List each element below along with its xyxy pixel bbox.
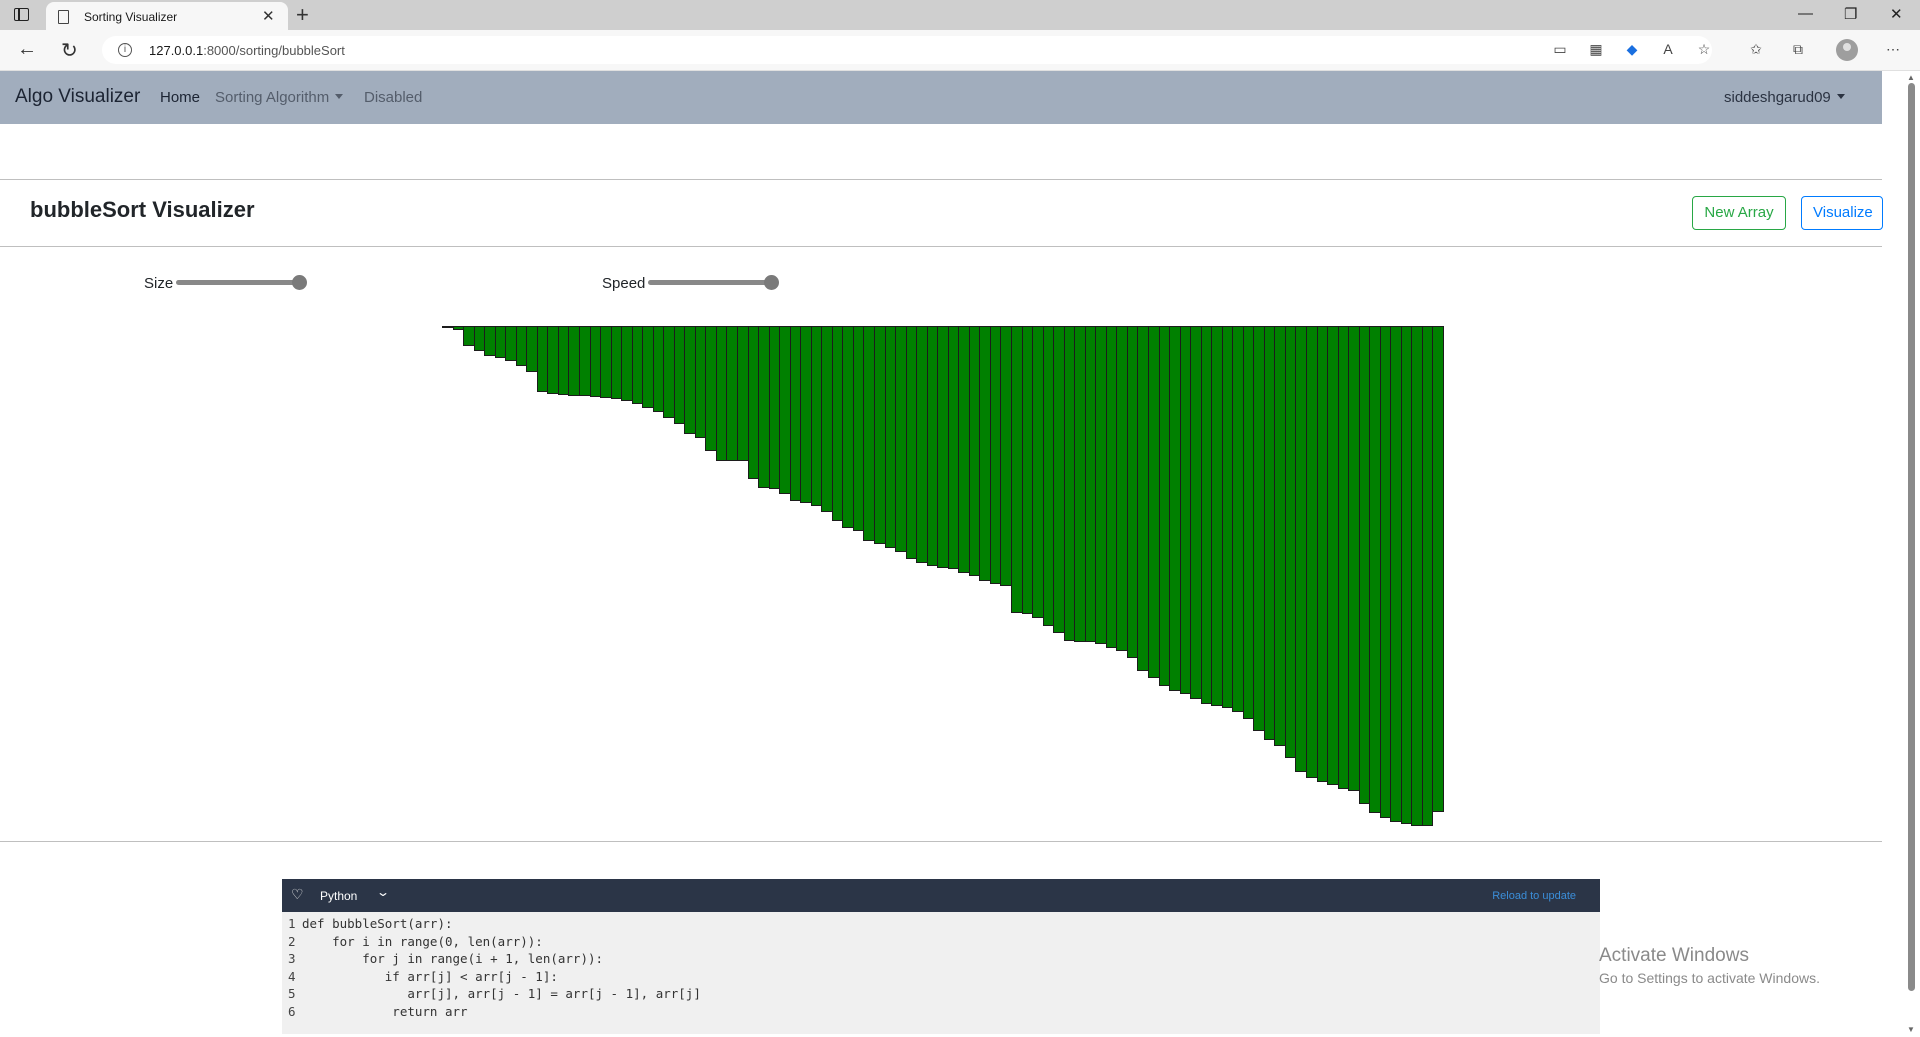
activate-windows-watermark: Activate Windows Go to Settings to activ… — [1599, 945, 1820, 986]
code-line: 2 for i in range(0, len(arr)): — [288, 933, 701, 951]
scroll-down-icon[interactable]: ▼ — [1907, 1025, 1915, 1034]
watermark-subtitle: Go to Settings to activate Windows. — [1599, 970, 1820, 986]
apps-icon[interactable]: ▦ — [1589, 41, 1603, 57]
scroll-thumb[interactable] — [1908, 83, 1915, 991]
nav-sorting-algorithm[interactable]: Sorting Algorithm — [215, 89, 344, 106]
code-text: arr[j], arr[j - 1] = arr[j - 1], arr[j] — [302, 986, 701, 1001]
restore-icon[interactable]: ❐ — [1844, 6, 1858, 23]
nav-sorting-label: Sorting Algorithm — [215, 89, 330, 106]
code-text: for j in range(i + 1, len(arr)): — [302, 951, 604, 966]
tab-title: Sorting Visualizer — [84, 10, 178, 24]
page-icon — [58, 10, 69, 24]
url-text[interactable]: 127.0.0.1:8000/sorting/bubbleSort — [149, 43, 345, 58]
close-tab-icon[interactable]: ✕ — [262, 8, 275, 25]
line-number: 1 — [288, 916, 296, 931]
chevron-down-icon[interactable]: ⌄ — [375, 885, 391, 899]
browser-tab[interactable]: Sorting Visualizer ✕ — [46, 2, 288, 30]
code-line: 6 return arr — [288, 1003, 701, 1021]
speed-slider-thumb[interactable] — [764, 275, 779, 290]
profile-icon[interactable] — [1836, 39, 1858, 61]
tab-actions-icon[interactable] — [14, 8, 29, 21]
line-number: 2 — [288, 933, 296, 949]
divider — [0, 246, 1882, 247]
nav-disabled: Disabled — [364, 89, 423, 106]
code-panel-header: ♡ Python ⌄ Reload to update — [282, 879, 1600, 912]
divider — [0, 179, 1882, 180]
url-path: :8000/sorting/bubbleSort — [203, 43, 345, 58]
code-text: def bubbleSort(arr): — [302, 916, 453, 931]
new-tab-icon[interactable]: + — [296, 2, 309, 27]
close-window-icon[interactable]: ✕ — [1890, 6, 1903, 23]
more-icon[interactable]: ⋯ — [1886, 41, 1900, 57]
bars-container — [442, 326, 1444, 826]
new-array-button[interactable]: New Array — [1692, 196, 1786, 230]
watermark-title: Activate Windows — [1599, 945, 1749, 966]
app-navbar: Algo Visualizer Home Sorting Algorithm D… — [0, 71, 1882, 124]
code-line: 5 arr[j], arr[j - 1] = arr[j - 1], arr[j… — [288, 985, 701, 1003]
read-aloud-icon[interactable]: A — [1663, 41, 1673, 57]
address-bar[interactable]: i 127.0.0.1:8000/sorting/bubbleSort — [102, 36, 1712, 64]
minimize-icon[interactable]: — — [1798, 5, 1813, 22]
speed-label: Speed — [602, 275, 646, 292]
array-bar — [1432, 326, 1444, 812]
language-select[interactable]: Python — [320, 889, 358, 903]
line-number: 5 — [288, 986, 296, 1001]
size-label: Size — [144, 275, 174, 292]
refresh-icon[interactable]: ↻ — [61, 40, 78, 62]
lightbulb-icon[interactable]: ♡ — [291, 886, 304, 902]
dropdown-caret-icon — [335, 94, 344, 99]
add-favorite-icon[interactable]: ☆ — [1697, 41, 1711, 57]
size-slider-thumb[interactable] — [292, 275, 307, 290]
code-panel: ♡ Python ⌄ Reload to update 1 def bubbleS… — [282, 879, 1600, 1034]
reload-link[interactable]: Reload to update — [1492, 890, 1576, 902]
back-icon[interactable]: ← — [17, 38, 37, 60]
code-editor[interactable]: 1 def bubbleSort(arr): 2 for i in range(0,… — [288, 915, 701, 1020]
url-host: 127.0.0.1 — [149, 43, 204, 58]
user-name: siddeshgarud09 — [1724, 89, 1831, 106]
page-scrollbar[interactable]: ▲ ▼ — [1902, 71, 1920, 1037]
collections-icon[interactable]: ⧉ — [1793, 41, 1803, 57]
dropdown-caret-icon — [1836, 94, 1845, 99]
browser-tabstrip: Sorting Visualizer ✕ + — ❐ ✕ — [0, 0, 1920, 30]
code-line: 3 for j in range(i + 1, len(arr)): — [288, 950, 701, 968]
line-number: 4 — [288, 968, 296, 984]
browser-toolbar: ← ↻ i 127.0.0.1:8000/sorting/bubbleSort … — [0, 30, 1920, 71]
line-number: 3 — [288, 951, 296, 966]
divider — [0, 841, 1882, 842]
page-title: bubbleSort Visualizer — [30, 197, 255, 222]
code-line: 1 def bubbleSort(arr): — [288, 915, 701, 933]
size-slider[interactable] — [176, 280, 300, 285]
visualize-button[interactable]: Visualize — [1801, 196, 1883, 230]
device-icon[interactable]: ▭ — [1553, 41, 1567, 57]
scroll-up-icon[interactable]: ▲ — [1907, 73, 1915, 82]
speed-slider[interactable] — [648, 280, 772, 285]
coupon-icon[interactable]: ◆ — [1626, 41, 1638, 57]
code-line: 4 if arr[j] < arr[j - 1]: — [288, 968, 701, 986]
site-info-icon[interactable]: i — [118, 43, 132, 57]
nav-home[interactable]: Home — [160, 89, 201, 106]
code-text: return arr — [302, 1003, 468, 1019]
line-number: 6 — [288, 1003, 296, 1019]
code-text: if arr[j] < arr[j - 1]: — [302, 968, 558, 984]
user-menu[interactable]: siddeshgarud09 — [1724, 89, 1845, 106]
brand-link[interactable]: Algo Visualizer — [15, 86, 141, 107]
favorites-icon[interactable]: ✩ — [1750, 41, 1762, 57]
code-text: for i in range(0, len(arr)): — [302, 933, 543, 949]
